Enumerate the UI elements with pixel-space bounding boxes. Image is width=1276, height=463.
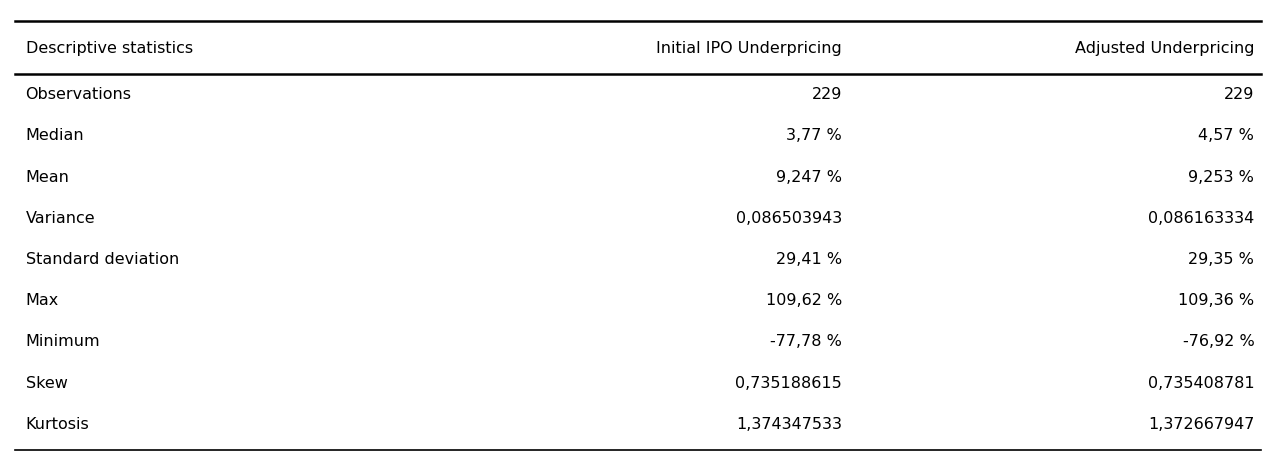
Text: 0,735188615: 0,735188615 [735, 375, 842, 391]
Text: 0,086503943: 0,086503943 [736, 211, 842, 226]
Text: Max: Max [26, 293, 59, 308]
Text: 0,735408781: 0,735408781 [1147, 375, 1254, 391]
Text: -76,92 %: -76,92 % [1183, 334, 1254, 350]
Text: Adjusted Underpricing: Adjusted Underpricing [1074, 41, 1254, 56]
Text: 1,372667947: 1,372667947 [1148, 417, 1254, 432]
Text: 1,374347533: 1,374347533 [736, 417, 842, 432]
Text: 9,253 %: 9,253 % [1188, 169, 1254, 185]
Text: Skew: Skew [26, 375, 68, 391]
Text: -77,78 %: -77,78 % [771, 334, 842, 350]
Text: 9,247 %: 9,247 % [776, 169, 842, 185]
Text: 0,086163334: 0,086163334 [1148, 211, 1254, 226]
Text: 4,57 %: 4,57 % [1198, 128, 1254, 144]
Text: 29,35 %: 29,35 % [1188, 252, 1254, 267]
Text: 229: 229 [812, 87, 842, 102]
Text: Median: Median [26, 128, 84, 144]
Text: Standard deviation: Standard deviation [26, 252, 179, 267]
Text: Mean: Mean [26, 169, 69, 185]
Text: Initial IPO Underpricing: Initial IPO Underpricing [656, 41, 842, 56]
Text: 109,62 %: 109,62 % [766, 293, 842, 308]
Text: Observations: Observations [26, 87, 131, 102]
Text: 3,77 %: 3,77 % [786, 128, 842, 144]
Text: 109,36 %: 109,36 % [1178, 293, 1254, 308]
Text: Minimum: Minimum [26, 334, 100, 350]
Text: Descriptive statistics: Descriptive statistics [26, 41, 193, 56]
Text: Kurtosis: Kurtosis [26, 417, 89, 432]
Text: 229: 229 [1224, 87, 1254, 102]
Text: Variance: Variance [26, 211, 96, 226]
Text: 29,41 %: 29,41 % [776, 252, 842, 267]
